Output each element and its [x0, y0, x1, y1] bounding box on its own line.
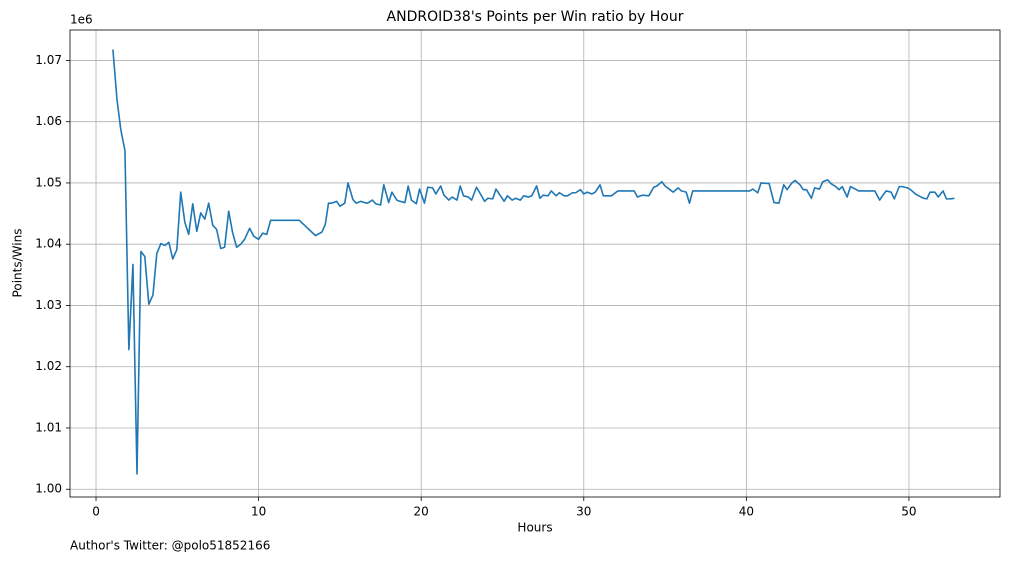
x-tick-label: 30: [576, 505, 591, 519]
y-tick-label: 1.03: [35, 298, 62, 312]
x-tick-label: 0: [92, 505, 100, 519]
y-axis-label: Points/Wins: [11, 229, 25, 298]
x-axis-label: Hours: [517, 521, 552, 535]
y-tick-label: 1.05: [35, 175, 62, 189]
y-tick-label: 1.02: [35, 359, 62, 373]
x-tick-label: 20: [414, 505, 429, 519]
y-tick-label: 1.06: [35, 114, 62, 128]
x-tick-label: 10: [251, 505, 266, 519]
x-tick-label: 40: [739, 505, 754, 519]
chart-title: ANDROID38's Points per Win ratio by Hour: [387, 9, 684, 25]
y-tick-label: 1.04: [35, 237, 62, 251]
y-tick-label: 1.00: [35, 482, 62, 496]
data-line: [112, 49, 955, 475]
footer: Author's Twitter: @polo51852166: [70, 539, 270, 553]
y-tick-label: 1.07: [35, 53, 62, 67]
y-offset-label: 1e6: [70, 13, 93, 27]
y-tick-label: 1.01: [35, 420, 62, 434]
x-tick-label: 50: [901, 505, 916, 519]
plot-frame: [69, 29, 1001, 498]
